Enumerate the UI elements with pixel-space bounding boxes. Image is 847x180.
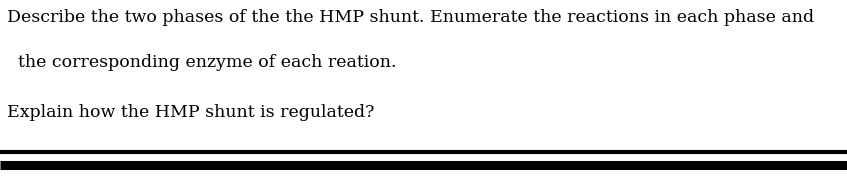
Text: Explain how the HMP shunt is regulated?: Explain how the HMP shunt is regulated? — [7, 104, 374, 121]
Text: Describe the two phases of the the HMP shunt. Enumerate the reactions in each ph: Describe the two phases of the the HMP s… — [7, 9, 814, 26]
Text: the corresponding enzyme of each reation.: the corresponding enzyme of each reation… — [7, 54, 396, 71]
